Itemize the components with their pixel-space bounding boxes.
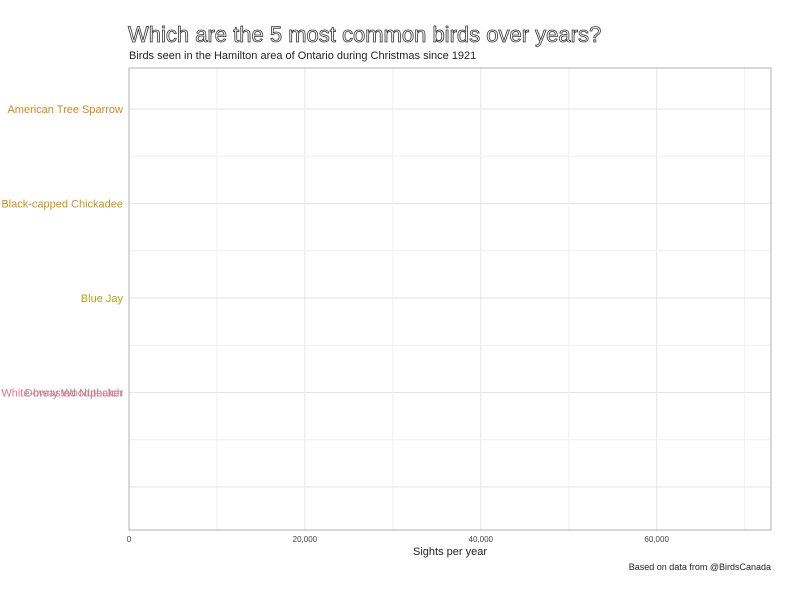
category-label: Black-capped Chickadee [1, 199, 123, 211]
chart-caption: Based on data from @BirdsCanada [628, 562, 771, 572]
plot-frame [128, 67, 772, 531]
x-tick-label: 60,000 [644, 535, 669, 544]
category-label: White-breasted Nuthatch [1, 388, 123, 400]
category-label: American Tree Sparrow [7, 104, 123, 116]
category-label: Blue Jay [81, 293, 124, 305]
category-label: Downy Woodpecker [25, 388, 124, 400]
x-tick-label: 40,000 [469, 535, 494, 544]
x-tick-label: 0 [127, 535, 132, 544]
chart-subtitle: Birds seen in the Hamilton area of Ontar… [129, 50, 477, 62]
category-labels: American Tree Sparrow Black-capped Chicka… [1, 104, 123, 400]
x-tick-label: 20,000 [293, 535, 318, 544]
grid [128, 68, 771, 530]
x-axis-label: Sights per year [413, 546, 487, 558]
chart-title: Which are the 5 most common birds over y… [128, 22, 602, 48]
x-axis-ticks: 0 20,000 40,000 60,000 [127, 535, 670, 544]
